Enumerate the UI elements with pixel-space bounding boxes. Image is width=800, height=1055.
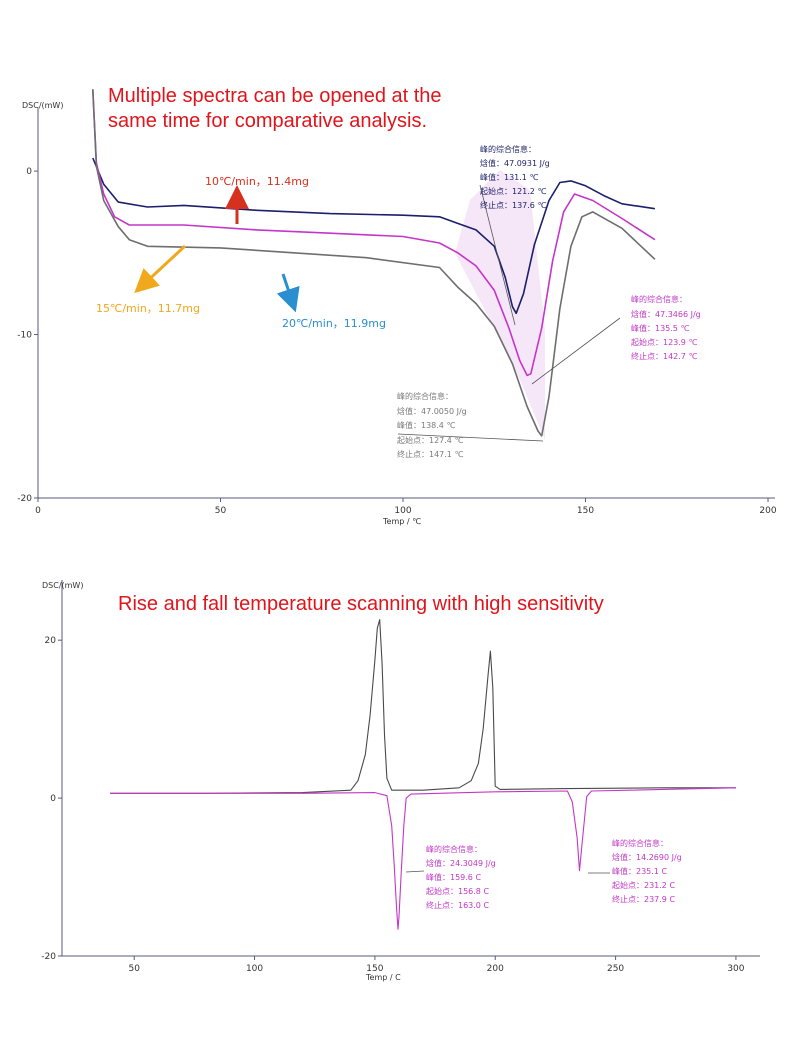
y-tick-label: -20 xyxy=(41,952,56,962)
svg-text:起始点：156.8 C: 起始点：156.8 C xyxy=(426,886,489,896)
arrow-15c-min xyxy=(134,244,187,294)
y-tick-label: 20 xyxy=(45,636,57,646)
peak-info-magenta: 峰的综合信息： 焓值：47.3466 J/g 峰值：135.5 ℃ 起始点：12… xyxy=(631,294,701,361)
svg-text:峰的综合信息：: 峰的综合信息： xyxy=(480,144,536,154)
leader-line-gray xyxy=(397,433,544,442)
headline-bottom: Rise and fall temperature scanning with … xyxy=(118,593,604,615)
series-line-2 xyxy=(92,89,656,377)
x-tick-label: 50 xyxy=(215,506,227,516)
svg-text:起始点：121.2 ℃: 起始点：121.2 ℃ xyxy=(480,186,546,196)
svg-text:起始点：123.9 ℃: 起始点：123.9 ℃ xyxy=(631,337,697,347)
leader-line-peak-1 xyxy=(405,870,425,873)
svg-text:峰值：159.6 C: 峰值：159.6 C xyxy=(426,872,481,882)
series-group xyxy=(92,89,656,437)
svg-text:终止点：137.6 ℃: 终止点：137.6 ℃ xyxy=(480,200,546,210)
x-tick-label: 150 xyxy=(366,964,383,974)
headline-top-line-2: same time for comparative analysis. xyxy=(108,110,427,132)
series-line-1 xyxy=(92,157,656,315)
y-tick-label: -10 xyxy=(17,331,32,341)
x-ticks: 0 50 100 150 200 xyxy=(35,498,777,516)
x-tick-label: 0 xyxy=(35,506,41,516)
svg-text:起始点：231.2 C: 起始点：231.2 C xyxy=(612,880,675,890)
x-tick-label: 50 xyxy=(128,964,140,974)
y-tick-label: -20 xyxy=(17,494,32,504)
svg-text:峰的综合信息：: 峰的综合信息： xyxy=(426,844,482,854)
x-tick-label: 200 xyxy=(487,964,504,974)
svg-text:焓值：47.0050 J/g: 焓值：47.0050 J/g xyxy=(397,406,467,416)
x-tick-label: 150 xyxy=(577,506,594,516)
y-tick-label: 0 xyxy=(50,794,56,804)
peak-info-gray: 峰的综合信息： 焓值：47.0050 J/g 峰值：138.4 ℃ 起始点：12… xyxy=(397,391,467,459)
y-ticks: 20 0 -20 xyxy=(41,636,62,962)
x-tick-label: 200 xyxy=(759,506,776,516)
svg-text:焓值：47.0931 J/g: 焓值：47.0931 J/g xyxy=(480,158,550,168)
y-ticks: 0 -10 -20 xyxy=(17,167,38,504)
dsc-comparison-chart: 0 50 100 150 200 0 -10 -20 DSC/(mW) Temp / ℃ 1… xyxy=(17,85,777,526)
svg-text:峰的综合信息：: 峰的综合信息： xyxy=(631,294,687,304)
x-tick-label: 100 xyxy=(394,506,411,516)
arrow-20c-min xyxy=(276,273,300,313)
series-label-20c: 20℃/min，11.9mg xyxy=(282,317,386,330)
series-line-3 xyxy=(92,89,656,437)
svg-text:终止点：163.0 C: 终止点：163.0 C xyxy=(426,900,489,910)
x-axis-label: Temp / C xyxy=(365,973,401,982)
leader-line-magenta xyxy=(531,317,621,385)
series-line-1 xyxy=(110,619,736,794)
svg-text:焓值：24.3049 J/g: 焓值：24.3049 J/g xyxy=(426,858,496,868)
svg-text:峰值：135.5 ℃: 峰值：135.5 ℃ xyxy=(631,323,689,333)
x-ticks: 50 100 150 200 250 300 xyxy=(128,956,745,974)
leader-line-navy xyxy=(479,184,516,326)
svg-text:起始点：127.4 ℃: 起始点：127.4 ℃ xyxy=(397,435,463,445)
svg-text:峰值：138.4 ℃: 峰值：138.4 ℃ xyxy=(397,420,455,430)
series-line-2 xyxy=(110,787,736,930)
x-tick-label: 250 xyxy=(607,964,624,974)
x-tick-label: 100 xyxy=(246,964,263,974)
svg-text:峰的综合信息：: 峰的综合信息： xyxy=(397,391,453,401)
svg-text:焓值：47.3466 J/g: 焓值：47.3466 J/g xyxy=(631,309,701,319)
series-label-15c: 15℃/min，11.7mg xyxy=(96,302,200,315)
peak-info-1: 峰的综合信息： 焓值：24.3049 J/g 峰值：159.6 C 起始点：15… xyxy=(426,844,496,910)
y-axis-label: DSC/(mW) xyxy=(42,581,83,590)
x-tick-label: 300 xyxy=(727,964,744,974)
series-group xyxy=(110,619,736,930)
peak-info-navy: 峰的综合信息： 焓值：47.0931 J/g 峰值：131.1 ℃ 起始点：12… xyxy=(480,144,550,210)
y-tick-label: 0 xyxy=(26,167,32,177)
dsc-rise-fall-chart: 50 100 150 200 250 300 200-20 DSC/(mW) Temp /… xyxy=(41,580,760,982)
x-axis-label: Temp / ℃ xyxy=(382,517,421,526)
y-axis-label: DSC/(mW) xyxy=(22,101,63,110)
svg-text:终止点：237.9 C: 终止点：237.9 C xyxy=(612,894,675,904)
chart-panel-top: 0 50 100 150 200 0 -10 -20 DSC/(mW) Temp / ℃ 1… xyxy=(17,85,777,526)
svg-text:焓值：14.2690 J/g: 焓值：14.2690 J/g xyxy=(612,852,682,862)
svg-text:峰值：235.1 C: 峰值：235.1 C xyxy=(612,866,667,876)
svg-text:峰值：131.1 ℃: 峰值：131.1 ℃ xyxy=(480,172,538,182)
svg-text:峰的综合信息：: 峰的综合信息： xyxy=(612,838,668,848)
svg-text:终止点：142.7 ℃: 终止点：142.7 ℃ xyxy=(631,351,697,361)
headline-top-line-1: Multiple spectra can be opened at the xyxy=(108,85,442,107)
chart-panel-bottom: 50 100 150 200 250 300 20 0 -20 DSC/(mW) Temp /… xyxy=(0,560,800,1051)
peak-info-2: 峰的综合信息： 焓值：14.2690 J/g 峰值：235.1 C 起始点：23… xyxy=(612,838,682,904)
svg-text:终止点：147.1 ℃: 终止点：147.1 ℃ xyxy=(397,449,463,459)
series-label-10c: 10℃/min，11.4mg xyxy=(205,175,309,188)
